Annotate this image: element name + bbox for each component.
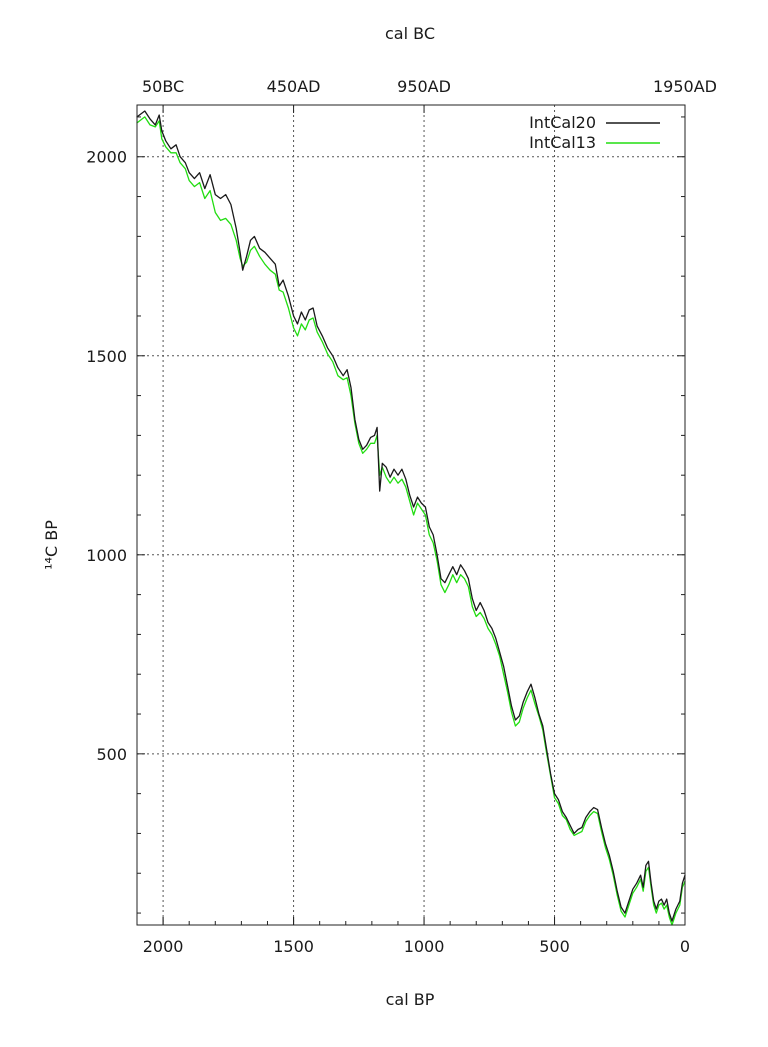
y-tick-label: 500 [96, 745, 127, 764]
y-axis-title: ¹⁴C BP [42, 520, 61, 570]
x2-tick-label: 1950AD [653, 77, 717, 96]
grid [137, 105, 685, 925]
y-tick-label: 1500 [86, 347, 127, 366]
x2-tick-label: 50BC [142, 77, 184, 96]
series-line-intcal13 [136, 116, 686, 926]
y-tick-label: 1000 [86, 546, 127, 565]
legend-label-intcal20: IntCal20 [529, 113, 596, 132]
legend-label-intcal13: IntCal13 [529, 133, 596, 152]
x-tick-label: 2000 [143, 937, 184, 956]
x2-tick-label: 950AD [397, 77, 451, 96]
top-axis-title: cal BC [385, 24, 435, 43]
plot-frame [136, 104, 686, 926]
x-tick-label: 0 [680, 937, 690, 956]
plot-series [136, 110, 686, 926]
series-line-intcal20 [136, 110, 686, 922]
x-tick-label: 500 [539, 937, 570, 956]
tick-labels: 2000 1500 1000 500 0 50BC 450AD 950AD 1950AD 2000… [86, 77, 717, 956]
x-tick-label: 1000 [404, 937, 445, 956]
x-axis-title: cal BP [386, 990, 435, 1009]
axis-ticks [137, 105, 686, 925]
y-tick-label: 2000 [86, 148, 127, 167]
x-tick-label: 1500 [273, 937, 314, 956]
legend: IntCal20 IntCal13 [529, 113, 660, 152]
x2-tick-label: 450AD [267, 77, 321, 96]
